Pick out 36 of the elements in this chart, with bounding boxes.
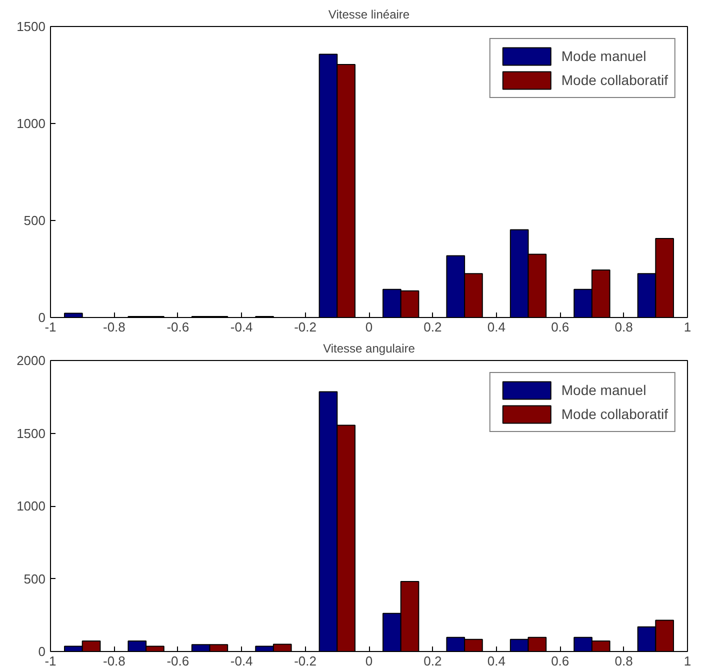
x-tick-label: 0.6 bbox=[551, 320, 570, 334]
x-tick-label: 0.6 bbox=[551, 654, 570, 668]
x-tick-label: 0.2 bbox=[424, 654, 442, 668]
x-tick-label: -0.8 bbox=[103, 654, 126, 668]
y-tick-label: 1500 bbox=[16, 426, 46, 441]
y-tick-label: 1000 bbox=[16, 116, 46, 131]
y-tick-label: 1000 bbox=[16, 498, 46, 514]
x-tick-label: 0.8 bbox=[614, 320, 633, 334]
x-tick-label: -0.6 bbox=[166, 320, 190, 334]
x-tick-label: 1 bbox=[684, 320, 692, 334]
y-tick-label: 500 bbox=[24, 571, 46, 586]
x-tick-label: 0.4 bbox=[487, 654, 506, 668]
y-tick-label: 500 bbox=[24, 213, 46, 228]
y-tick-label: 0 bbox=[38, 310, 46, 325]
x-tick-label: 0.4 bbox=[487, 320, 506, 334]
chart-title: Vitesse linéaire bbox=[328, 8, 410, 22]
x-tick-label: 0 bbox=[365, 654, 373, 668]
legend-label: Mode manuel bbox=[561, 382, 646, 398]
x-tick-label: -0.2 bbox=[294, 654, 317, 668]
x-tick-label: -0.4 bbox=[230, 654, 253, 668]
legend-label: Mode manuel bbox=[561, 48, 646, 64]
chart-title: Vitesse angulaire bbox=[323, 342, 416, 356]
x-tick-label: 0.8 bbox=[614, 654, 633, 668]
x-tick-label: -0.4 bbox=[230, 320, 253, 334]
x-tick-label: -1 bbox=[44, 320, 56, 334]
y-tick-label: 1500 bbox=[16, 19, 46, 34]
y-tick-label: 2000 bbox=[16, 353, 46, 368]
x-tick-label: -0.6 bbox=[166, 654, 190, 668]
x-tick-label: -0.2 bbox=[294, 320, 317, 334]
legend-label: Mode collaboratif bbox=[561, 406, 668, 422]
x-tick-label: 0.2 bbox=[424, 320, 442, 334]
x-tick-label: 0 bbox=[365, 320, 373, 334]
x-tick-label: -0.8 bbox=[103, 320, 126, 334]
legend-label: Mode collaboratif bbox=[561, 72, 668, 88]
x-tick-label: -1 bbox=[44, 654, 56, 668]
x-tick-label: 1 bbox=[684, 654, 692, 668]
